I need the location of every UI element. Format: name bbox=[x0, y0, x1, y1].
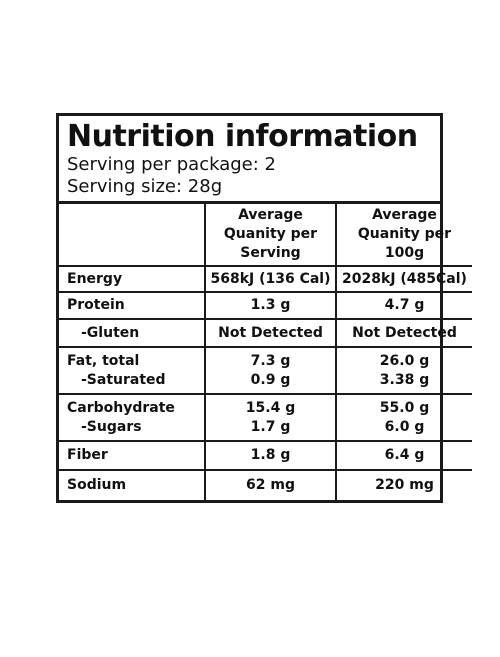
cell-line: -Gluten bbox=[81, 324, 140, 341]
value-cell: 55.0 g 6.0 g bbox=[335, 393, 472, 442]
value-cell: Not Detected bbox=[335, 318, 472, 348]
nutrient-row: Energy 568kJ (136 Cal) 2028kJ (485Cal) bbox=[59, 265, 472, 293]
cell-line: Carbohydrate bbox=[67, 399, 175, 416]
cell-line: Fat, total bbox=[67, 352, 140, 369]
cell-line: Not Detected bbox=[352, 324, 457, 341]
cell-line: Quanity per bbox=[357, 226, 452, 242]
nutrient-name: Fat, total -Saturated bbox=[59, 346, 206, 395]
cell-line: 6.0 g bbox=[384, 418, 425, 435]
cell-line: 3.38 g bbox=[379, 371, 430, 388]
cell-line: 4.7 g bbox=[384, 297, 425, 313]
cell-line: Average bbox=[372, 207, 437, 223]
cell-line: Fiber bbox=[67, 447, 108, 463]
label-header: Nutrition information Serving per packag… bbox=[59, 116, 440, 204]
column-header: Average Quanity per Serving bbox=[204, 204, 337, 267]
nutrient-row: Fat, total -Saturated 7.3 g 0.9 g 26.0 g 3.38… bbox=[59, 346, 472, 395]
nutrient-name: Energy bbox=[59, 265, 206, 293]
nutrient-name: -Gluten bbox=[59, 318, 206, 348]
cell-line: 6.4 g bbox=[384, 447, 425, 463]
cell-line: 15.4 g bbox=[245, 399, 296, 416]
cell-line: 26.0 g bbox=[379, 352, 430, 369]
cell-line: 7.3 g bbox=[250, 352, 291, 369]
value-cell: 7.3 g 0.9 g bbox=[204, 346, 337, 395]
cell-line: -Saturated bbox=[81, 371, 166, 388]
nutrient-name: Fiber bbox=[59, 440, 206, 471]
value-cell: 1.3 g bbox=[204, 291, 337, 320]
cell-line: Serving bbox=[240, 245, 301, 261]
value-cell: 15.4 g 1.7 g bbox=[204, 393, 337, 442]
cell-line: Protein bbox=[67, 297, 125, 313]
nutrition-label: Nutrition information Serving per packag… bbox=[56, 113, 472, 503]
nutrient-row: Fiber 1.8 g 6.4 g bbox=[59, 440, 472, 471]
cell-line: 568kJ (136 Cal) bbox=[210, 270, 331, 287]
value-cell: Not Detected bbox=[204, 318, 337, 348]
cell-line: 62 mg bbox=[246, 477, 295, 493]
value-cell: 6.4 g bbox=[335, 440, 472, 471]
cell-line: 1.3 g bbox=[250, 297, 291, 313]
column-header: Average Quanity per 100g bbox=[335, 204, 472, 267]
cell-line: Average bbox=[238, 207, 303, 223]
value-cell: 62 mg bbox=[204, 469, 337, 500]
value-cell: 1.8 g bbox=[204, 440, 337, 471]
column-header bbox=[59, 204, 206, 267]
nutrient-name: Protein bbox=[59, 291, 206, 320]
nutrient-row: Protein 1.3 g 4.7 g bbox=[59, 291, 472, 320]
value-cell: 26.0 g 3.38 g bbox=[335, 346, 472, 395]
nutrient-name: Sodium bbox=[59, 469, 206, 500]
cell-line: Not Detected bbox=[218, 324, 323, 341]
nutrient-name: Carbohydrate -Sugars bbox=[59, 393, 206, 442]
cell-line: Sodium bbox=[67, 477, 127, 493]
column-header-row: Average Quanity per Serving Average Quanity … bbox=[59, 204, 472, 267]
value-cell: 2028kJ (485Cal) bbox=[335, 265, 472, 293]
cell-line: 2028kJ (485Cal) bbox=[342, 270, 467, 287]
value-cell: 4.7 g bbox=[335, 291, 472, 320]
cell-line: 100g bbox=[384, 245, 425, 261]
cell-line: 220 mg bbox=[375, 477, 434, 493]
nutrient-row: -Gluten Not Detected Not Detected bbox=[59, 318, 472, 348]
cell-line: 55.0 g bbox=[379, 399, 430, 416]
cell-line: 1.7 g bbox=[250, 418, 291, 435]
header-line: Serving size: 28g bbox=[67, 176, 223, 197]
cell-line: Quanity per bbox=[223, 226, 318, 242]
cell-line: 1.8 g bbox=[250, 447, 291, 463]
nutrient-row: Sodium 62 mg 220 mg bbox=[59, 469, 472, 500]
nutrient-row: Carbohydrate -Sugars 15.4 g 1.7 g 55.0 g 6.0 … bbox=[59, 393, 472, 442]
title: Nutrition information bbox=[67, 119, 418, 154]
nutrition-table: Average Quanity per Serving Average Quanity … bbox=[59, 204, 472, 500]
cell-line: 0.9 g bbox=[250, 371, 291, 388]
value-cell: 220 mg bbox=[335, 469, 472, 500]
cell-line: Energy bbox=[67, 270, 123, 287]
cell-line: -Sugars bbox=[81, 418, 142, 435]
header-line: Serving per package: 2 bbox=[67, 154, 276, 175]
value-cell: 568kJ (136 Cal) bbox=[204, 265, 337, 293]
